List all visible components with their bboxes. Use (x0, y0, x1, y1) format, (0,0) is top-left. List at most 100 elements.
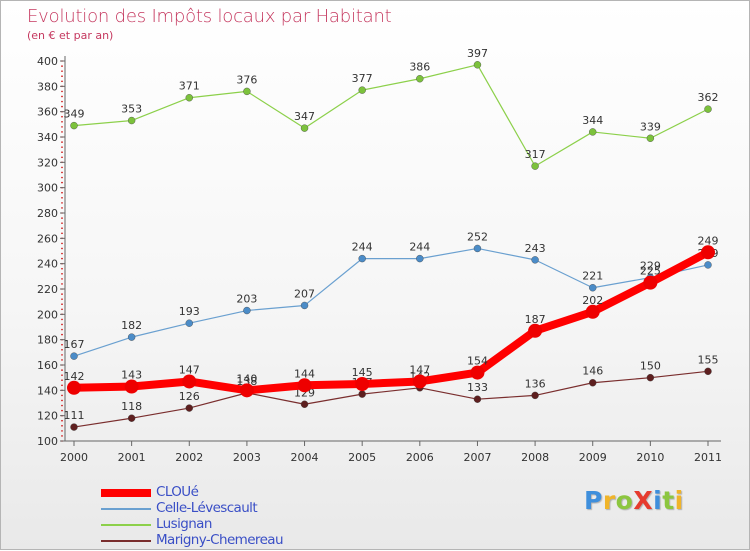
y-minor-dot (61, 156, 63, 159)
series-line (73, 247, 709, 357)
y-minor-dot (61, 232, 63, 235)
data-label: 147 (179, 363, 200, 376)
y-minor-dot (61, 176, 63, 179)
data-point (473, 61, 482, 69)
data-point (589, 379, 597, 387)
x-tick-label: 2010 (636, 451, 664, 464)
data-point (701, 245, 715, 260)
y-minor-dot (61, 126, 63, 128)
y-minor-dot (61, 293, 63, 295)
series-line (73, 370, 709, 428)
data-label: 353 (121, 103, 142, 116)
y-minor-dot (61, 374, 63, 376)
logo-letter: o (615, 486, 634, 515)
y-minor-dot (61, 242, 63, 245)
data-point (70, 423, 78, 431)
y-tick-label: 120 (37, 410, 58, 423)
legend-swatch-cloue (101, 489, 151, 497)
data-point (416, 254, 424, 263)
y-minor-dot (61, 141, 63, 143)
data-label: 202 (582, 294, 603, 307)
data-label: 140 (236, 372, 257, 385)
y-tick-label: 320 (37, 156, 58, 169)
y-minor-dot (61, 222, 63, 224)
y-tick-label: 340 (37, 131, 58, 144)
y-minor-dot (61, 227, 63, 229)
data-label: 244 (352, 241, 373, 254)
y-minor-dot (61, 151, 63, 153)
data-label: 386 (409, 61, 430, 74)
data-label: 244 (409, 241, 430, 254)
data-point (300, 400, 309, 408)
y-minor-dot (61, 430, 63, 432)
data-label: 243 (525, 242, 546, 255)
x-tick-label: 2008 (521, 451, 549, 464)
y-minor-dot (61, 333, 63, 336)
data-label: 349 (64, 108, 85, 121)
data-label: 145 (352, 366, 373, 379)
data-label: 376 (236, 73, 257, 86)
series-line (70, 248, 712, 395)
legend-label-lusignan: Lusignan (156, 516, 212, 532)
data-label: 143 (121, 369, 142, 382)
series-line (73, 64, 709, 167)
chart-subtitle: (en € et par an) (27, 29, 114, 42)
data-point (704, 261, 712, 269)
chart-title: Evolution des Impôts locaux par Habitant (27, 6, 392, 27)
data-label: 138 (236, 375, 257, 388)
y-minor-dot (61, 379, 63, 382)
y-tick-label: 100 (37, 435, 58, 448)
data-label: 252 (467, 230, 488, 243)
y-tick-label: 360 (37, 106, 58, 119)
y-minor-dot (61, 425, 63, 427)
data-label: 377 (352, 72, 373, 85)
data-point (646, 134, 655, 142)
x-tick-label: 2004 (291, 451, 319, 464)
data-label: 154 (467, 355, 488, 368)
logo-letter: i (674, 486, 684, 515)
data-point (185, 319, 193, 327)
legend: CLOUé Celle-Lévescault Lusignan Marigny-… (101, 484, 361, 549)
y-minor-dot (61, 207, 63, 209)
y-minor-dot (61, 273, 63, 275)
data-point (589, 128, 597, 136)
data-label: 229 (640, 260, 661, 273)
y-tick-label: 240 (37, 258, 58, 271)
data-label: 144 (294, 367, 315, 380)
legend-swatch-lusignan (101, 524, 151, 526)
data-label: 347 (294, 110, 315, 123)
data-label: 371 (179, 80, 200, 93)
y-minor-dot (61, 343, 63, 346)
y-minor-dot (61, 65, 63, 67)
x-tick-label: 2001 (118, 451, 146, 464)
x-tick-label: 2000 (60, 451, 88, 464)
y-minor-dot (61, 308, 63, 311)
y-minor-dot (61, 399, 63, 402)
data-label: 344 (582, 114, 603, 127)
y-tick-label: 400 (37, 55, 58, 68)
data-point (239, 383, 254, 398)
logo-letter: P (584, 486, 603, 515)
data-label: 397 (467, 47, 488, 60)
data-point (182, 374, 197, 389)
proxiti-logo: ProXiti (584, 486, 684, 515)
legend-label-celle-levescault: Celle-Lévescault (156, 500, 258, 516)
y-tick-label: 380 (37, 80, 58, 93)
y-minor-dot (61, 197, 63, 199)
y-tick-label: 200 (37, 308, 58, 321)
data-point (297, 378, 312, 393)
x-tick-label: 2011 (694, 451, 722, 464)
data-label: 133 (467, 381, 488, 394)
data-label: 136 (525, 377, 546, 390)
y-minor-dot (61, 267, 63, 270)
y-minor-dot (61, 359, 63, 361)
x-tick-label: 2009 (579, 451, 607, 464)
data-label: 150 (640, 360, 661, 373)
data-label: 317 (525, 148, 546, 161)
y-minor-dot (61, 404, 63, 407)
data-point (70, 121, 78, 130)
legend-item-lusignan: Lusignan (101, 516, 361, 533)
data-point (531, 391, 539, 400)
